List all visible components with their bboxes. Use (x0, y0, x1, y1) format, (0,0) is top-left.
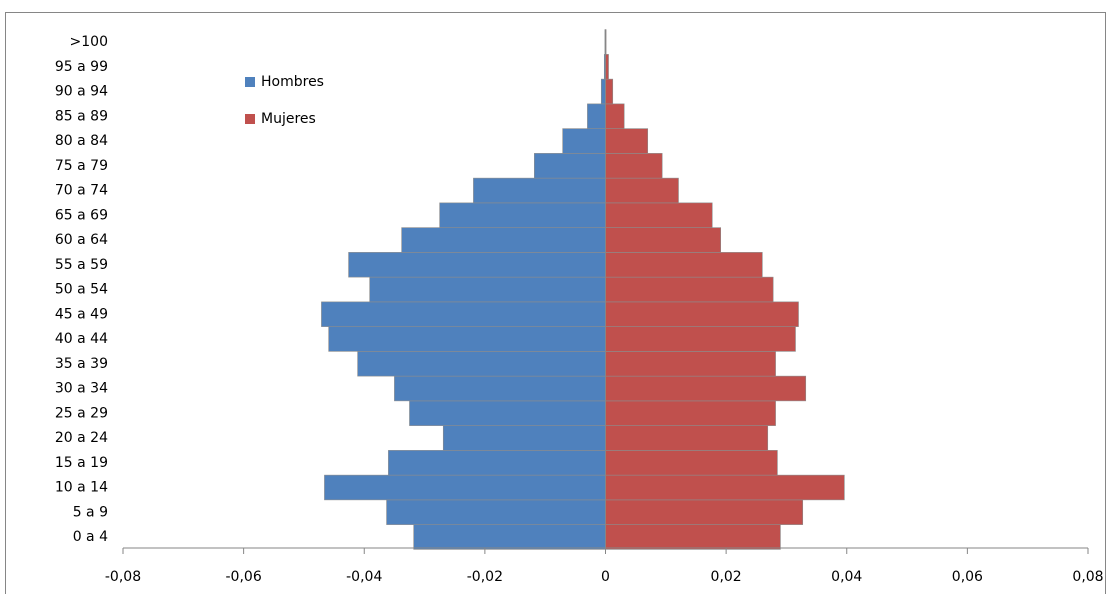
bar (605, 326, 796, 352)
legend-swatch (245, 77, 255, 87)
bar (386, 499, 606, 525)
y-tick-label: 85 a 89 (55, 108, 108, 124)
bar (605, 375, 807, 402)
x-tick-label: 0,06 (952, 569, 983, 585)
y-tick-label: >100 (70, 34, 108, 50)
bar (328, 326, 606, 352)
bar (413, 524, 606, 550)
y-tick-label: 15 a 19 (55, 455, 108, 471)
bar (473, 177, 606, 204)
bar (357, 351, 606, 377)
bar (562, 128, 606, 154)
y-tick-label: 90 a 94 (55, 84, 108, 100)
bar (605, 153, 663, 179)
bar (605, 474, 845, 501)
bar (605, 301, 799, 327)
y-tick-label: 45 a 49 (55, 306, 108, 322)
bar (401, 227, 606, 253)
bar (605, 425, 769, 451)
x-tick-label: 0,04 (831, 569, 862, 585)
bar (324, 474, 606, 501)
bar (321, 301, 606, 327)
y-tick-label: 0 a 4 (73, 529, 108, 545)
bar (605, 103, 625, 129)
y-tick-label: 25 a 29 (55, 405, 108, 421)
bar (534, 153, 606, 179)
x-tick-label: -0,06 (226, 569, 262, 585)
bar (605, 252, 763, 278)
x-tick-label: -0,02 (467, 569, 503, 585)
bar (605, 276, 774, 303)
y-tick-label: 70 a 74 (55, 183, 108, 199)
bar (587, 103, 606, 129)
y-tick-label: 40 a 44 (55, 331, 108, 347)
bar (605, 128, 649, 154)
bar (439, 202, 606, 228)
legend-swatch (245, 114, 255, 124)
bar (348, 252, 606, 278)
bar (605, 177, 679, 204)
y-tick-label: 75 a 79 (55, 158, 108, 174)
bar (605, 227, 721, 253)
bar (409, 400, 606, 426)
bar (394, 375, 606, 402)
y-tick-label: 95 a 99 (55, 59, 108, 75)
x-tick-label: -0,04 (346, 569, 382, 585)
x-tick-label: 0,02 (711, 569, 742, 585)
y-tick-label: 65 a 69 (55, 207, 108, 223)
y-tick-label: 60 a 64 (55, 232, 108, 248)
y-tick-label: 35 a 39 (55, 356, 108, 372)
legend-label: Mujeres (261, 111, 316, 127)
y-tick-label: 50 a 54 (55, 282, 108, 298)
bar (605, 78, 614, 105)
bar (605, 202, 713, 228)
bar (605, 524, 781, 550)
y-tick-label: 30 a 34 (55, 381, 108, 397)
y-tick-label: 20 a 24 (55, 430, 108, 446)
bar (605, 450, 778, 476)
y-tick-label: 55 a 59 (55, 257, 108, 273)
y-tick-label: 5 a 9 (73, 504, 108, 520)
x-tick-label: 0,08 (1072, 569, 1103, 585)
bar (388, 450, 606, 476)
legend-label: Hombres (261, 74, 324, 90)
bar (442, 425, 606, 451)
bar (600, 78, 606, 105)
bar (369, 276, 606, 303)
y-tick-label: 80 a 84 (55, 133, 108, 149)
bar (605, 499, 804, 525)
x-tick-label: -0,08 (105, 569, 141, 585)
x-tick-label: 0 (601, 569, 610, 585)
bar (605, 351, 776, 377)
y-tick-label: 10 a 14 (55, 480, 108, 496)
bar (605, 400, 776, 426)
